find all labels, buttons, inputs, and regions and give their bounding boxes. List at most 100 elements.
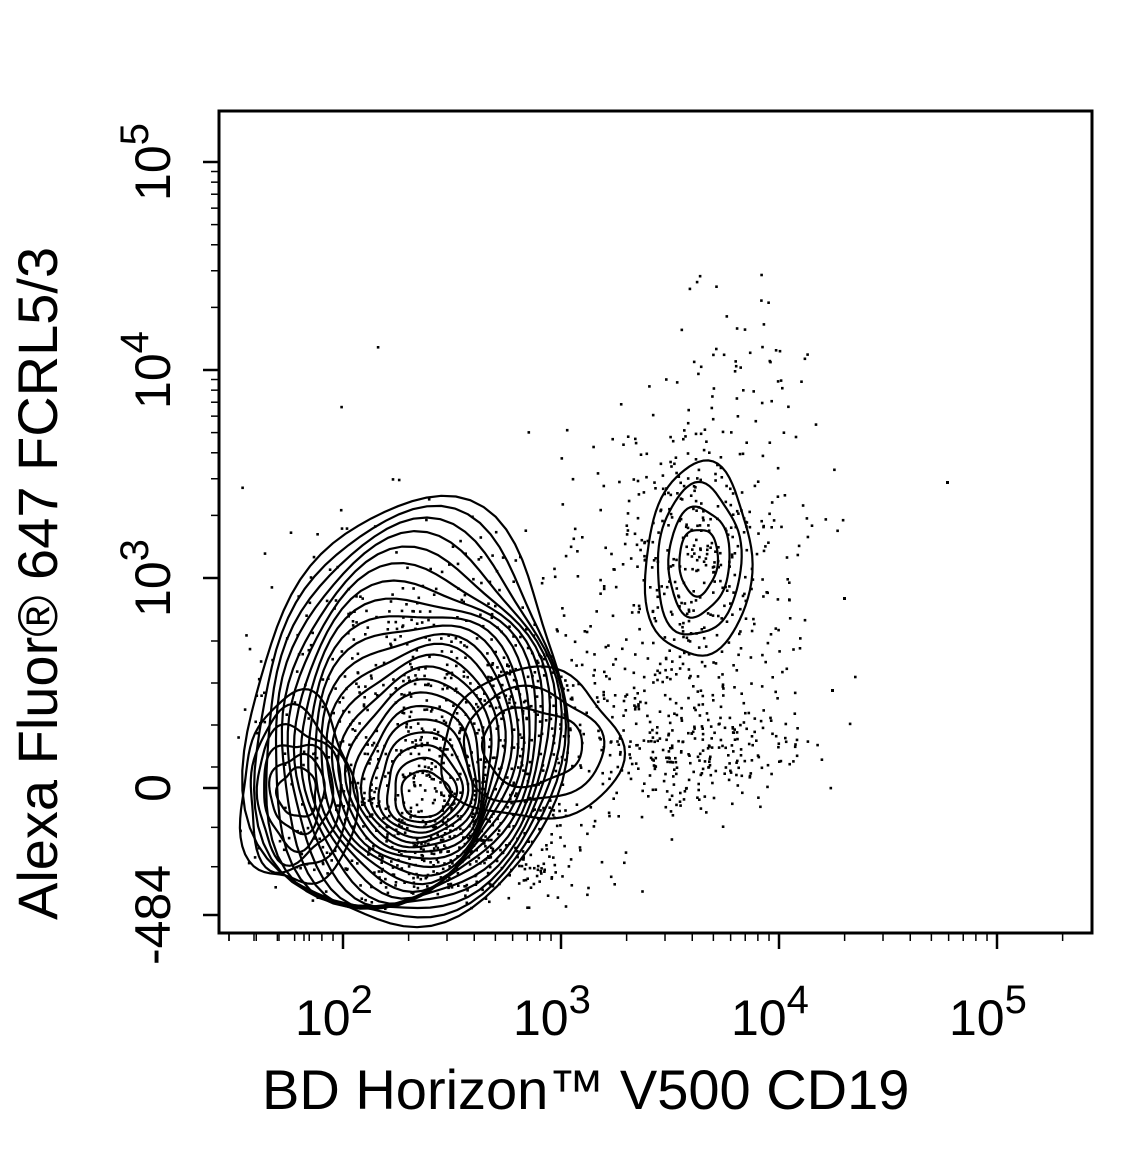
event-dot [764,660,767,664]
event-dot [373,871,376,874]
event-dot [425,518,428,522]
event-dot [611,614,615,618]
event-dot [715,347,718,351]
event-dot [392,873,396,876]
event-dot [412,776,415,780]
event-dot [695,280,699,284]
event-dot [615,791,618,795]
event-dot [719,716,722,720]
event-dot [695,538,698,542]
event-dot [358,691,361,694]
event-dot [409,726,413,729]
event-dot [824,518,828,521]
contour-line [320,632,514,886]
event-dot [776,466,780,470]
event-dot [247,861,251,865]
event-dot [401,819,404,822]
event-dot [776,380,780,383]
event-dot [475,839,478,843]
event-dot [767,301,770,304]
event-dot [723,604,726,608]
event-dot [519,635,522,639]
event-dot [739,723,742,727]
event-dot [483,842,486,845]
event-dot [599,738,602,741]
event-dot [452,704,455,707]
event-dot [745,727,748,731]
event-dot [385,835,389,839]
event-dot [428,638,431,642]
event-dot [318,837,321,841]
event-dot [375,787,378,790]
event-dot [545,844,548,847]
event-dot [484,897,488,900]
event-dot [488,704,492,708]
event-dot [395,551,398,554]
event-dot [412,885,416,888]
event-dot [412,587,415,590]
event-dot [731,513,735,516]
event-dot [485,817,488,821]
event-dot [409,772,412,775]
event-dot [720,476,724,479]
x-axis-ticks: 102 103 104 105 [228,933,1064,1046]
event-dot [532,882,536,886]
event-dot [625,524,629,527]
event-dot [638,607,641,611]
event-dot [693,552,696,555]
event-dot [829,786,833,790]
event-dot [467,764,471,767]
event-dot [468,834,472,838]
event-dot [331,657,334,661]
event-dot [311,631,314,635]
event-dot [803,618,807,622]
event-dot [446,748,449,751]
event-dot [695,558,699,562]
event-dot [399,749,403,752]
event-dot [598,736,601,740]
event-dot [544,719,548,722]
event-dot [757,755,761,759]
event-dot [710,746,714,749]
event-dot [516,850,519,853]
event-dot [762,524,765,528]
event-dot [686,421,690,425]
event-dot [782,431,786,434]
event-dot [554,769,558,773]
event-dot [732,664,735,667]
event-dot [742,389,745,392]
event-dot [739,607,742,611]
event-dot [521,606,524,609]
event-dot [446,803,450,806]
event-dot [692,544,696,547]
event-dot [716,463,719,467]
event-dot [641,789,644,793]
event-dot [674,701,678,705]
event-dot [489,676,493,679]
event-dot [634,722,638,726]
event-dot [430,777,434,781]
event-dot [740,491,744,494]
event-dot [692,590,695,593]
event-dot [366,626,370,629]
event-dot [555,628,559,631]
event-dot [549,717,553,721]
event-dot [391,478,395,481]
event-dot [425,774,428,777]
event-dot [533,671,537,674]
event-dot [724,500,728,504]
event-dot [731,613,734,616]
event-dot [263,691,266,695]
event-dot [697,646,701,649]
event-dot [400,693,403,696]
event-dot [731,802,734,806]
event-dot [621,647,624,651]
event-dot [651,758,654,761]
event-dot [648,731,652,734]
event-dot [719,579,722,583]
event-dot [569,697,573,701]
event-dot [711,395,714,398]
event-dot [674,756,677,760]
event-dot [596,472,600,475]
